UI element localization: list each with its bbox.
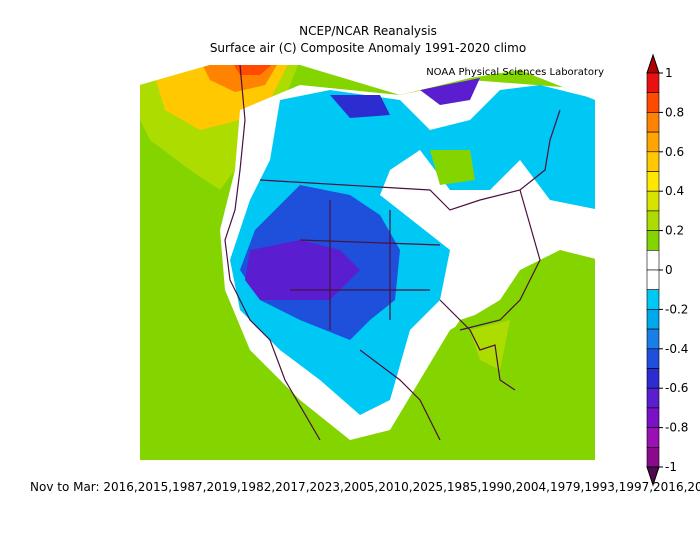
colorbar: 1 0.8 0.6 0.4 0.2 0 -0.2 -0.4 -0.6 -0.8 -1 xyxy=(646,53,688,487)
map-green-se xyxy=(420,290,595,460)
colorbar-label: -0.8 xyxy=(665,421,688,435)
colorbar-band xyxy=(646,190,660,212)
colorbar-label: 0 xyxy=(665,263,673,277)
colorbar-band xyxy=(646,250,660,271)
colorbar-band xyxy=(646,112,660,133)
map-purple xyxy=(245,240,360,300)
map-blue-north xyxy=(330,95,390,118)
colorbar-band xyxy=(646,151,660,172)
colorbar-label: -1 xyxy=(665,460,677,474)
colorbar-band xyxy=(646,289,660,310)
map-purple-north xyxy=(420,78,480,105)
caption: Nov to Mar: 2016,2015,1987,2019,1982,201… xyxy=(30,480,700,494)
colorbar-band xyxy=(646,407,660,428)
colorbar-label: 0.4 xyxy=(665,184,684,198)
map-green-bay xyxy=(430,150,475,185)
map-yellowgreen-se xyxy=(470,320,510,370)
colorbar-band xyxy=(646,269,660,291)
coastlines xyxy=(224,64,561,441)
colorbar-band xyxy=(646,348,660,369)
colorbar-band xyxy=(646,387,660,409)
colorbar-band xyxy=(646,309,660,330)
colorbar-label: 0.6 xyxy=(665,145,684,159)
colorbar-label: 0.2 xyxy=(665,224,684,238)
colorbar-arrow-top xyxy=(646,53,660,74)
colorbar-label: -0.2 xyxy=(665,302,688,316)
colorbar-band xyxy=(646,210,660,231)
colorbar-band xyxy=(646,230,660,251)
colorbar-band xyxy=(646,368,660,389)
subtitle: Surface air (C) Composite Anomaly 1991-2… xyxy=(210,41,526,55)
colorbar-band xyxy=(646,427,660,448)
title: NCEP/NCAR Reanalysis xyxy=(299,24,437,38)
colorbar-band xyxy=(646,92,660,113)
colorbar-band xyxy=(646,72,660,94)
map-lightblue xyxy=(230,85,595,415)
colorbar-band xyxy=(646,171,660,192)
colorbar-band xyxy=(646,446,660,468)
credit: NOAA Physical Sciences Laboratory xyxy=(426,67,604,78)
map-red xyxy=(232,65,275,75)
colorbar-label: -0.4 xyxy=(665,342,688,356)
map xyxy=(140,64,595,460)
colorbar-label: 1 xyxy=(665,66,673,80)
colorbar-band xyxy=(646,131,660,153)
colorbar-arrow-bottom xyxy=(646,466,660,487)
colorbar-label: -0.6 xyxy=(665,381,688,395)
colorbar-band xyxy=(646,328,660,350)
colorbar-label: 0.8 xyxy=(665,105,684,119)
